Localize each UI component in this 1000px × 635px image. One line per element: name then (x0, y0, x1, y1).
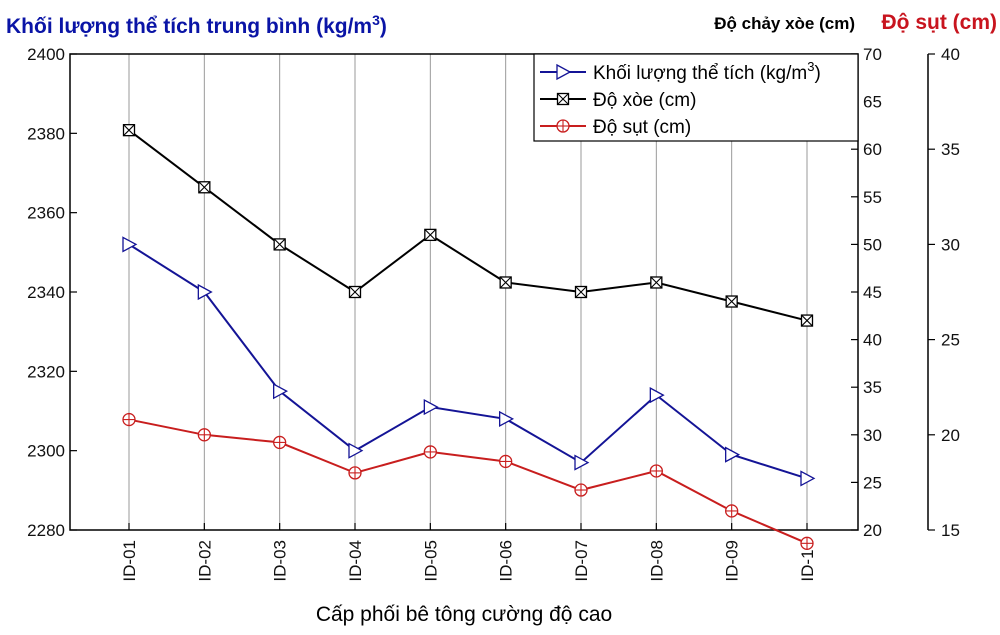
data-point-1 (800, 314, 814, 327)
right1-tick-label: 40 (863, 331, 882, 350)
data-point-2 (122, 412, 136, 427)
right2-axis: 15 20 25 30 35 40 (927, 45, 960, 540)
x-tick-label: ID-08 (647, 540, 666, 582)
legend-swatch-marker (556, 92, 570, 106)
data-point-2 (725, 504, 739, 518)
data-point-2 (197, 428, 211, 442)
x-tick-label: ID-07 (572, 540, 591, 582)
x-tick-label: ID-06 (497, 540, 516, 582)
right2-tick-label: 40 (941, 45, 960, 64)
series-line-0 (128, 243, 808, 480)
data-point-1 (574, 285, 588, 299)
data-point-2 (574, 483, 588, 497)
right1-tick-label: 50 (863, 235, 882, 254)
right1-tick-label: 20 (863, 521, 882, 540)
legend: Khối lượng thể tích (kg/m3) Độ xòe (cm) Độ… (533, 53, 859, 142)
data-point-2 (499, 454, 513, 469)
x-axis: ID-01 ID-02 ID-03 ID-04 ID-05 ID-06 ID-07 ID-08… (120, 523, 817, 582)
left-tick-label: 2360 (27, 204, 65, 223)
data-point-2 (423, 445, 437, 459)
data-point-1 (499, 276, 512, 289)
series-layer (122, 124, 816, 550)
x-tick-label: ID-02 (195, 540, 214, 582)
data-point-1 (273, 238, 286, 251)
data-point-2 (348, 466, 362, 480)
right1-axis: 20 25 30 35 40 45 50 55 60 65 70 (851, 45, 882, 540)
data-point-2 (800, 536, 814, 550)
data-point-2 (649, 464, 663, 478)
left-tick-label: 2400 (27, 45, 65, 64)
legend-box (533, 53, 859, 142)
legend-label: Độ xòe (cm) (593, 90, 696, 111)
legend-label: Khối lượng thể tích (kg/m3) (593, 59, 821, 84)
right2-axis-title: Độ sụt (cm) (882, 11, 998, 34)
x-tick-label: ID-09 (723, 540, 742, 582)
legend-item: Độ sụt (cm) (540, 117, 691, 138)
legend-swatch-marker (556, 63, 572, 81)
x-tick-label: ID-01 (120, 540, 139, 582)
series-line-2 (128, 418, 808, 545)
data-point-0 (423, 398, 439, 416)
left-tick-label: 2320 (27, 362, 65, 381)
x-tick-label: ID-04 (346, 540, 365, 582)
data-point-0 (122, 236, 138, 253)
right2-tick-label: 15 (941, 521, 960, 540)
right2-tick-label: 35 (941, 140, 960, 159)
data-point-0 (800, 470, 816, 487)
right2-tick-label: 30 (941, 235, 960, 254)
right1-tick-label: 30 (863, 426, 882, 445)
right1-tick-label: 35 (863, 378, 882, 397)
data-point-1 (424, 228, 437, 242)
data-point-1 (650, 276, 663, 289)
right2-tick-label: 25 (941, 331, 960, 350)
data-point-0 (574, 454, 590, 471)
legend-item: Độ xòe (cm) (540, 90, 696, 111)
right1-tick-label: 70 (863, 45, 882, 64)
left-tick-label: 2300 (27, 442, 65, 461)
legend-swatch-marker (556, 119, 570, 133)
x-tick-label: ID-10 (798, 540, 817, 582)
data-point-0 (649, 387, 665, 404)
left-tick-label: 2340 (27, 283, 65, 302)
x-tick-label: ID-03 (271, 540, 290, 582)
x-axis-title: Cấp phối bê tông cường độ cao (316, 603, 612, 626)
data-point-1 (198, 181, 211, 194)
left-axis: 2280 2300 2320 2340 2360 2380 2400 (27, 45, 77, 540)
right1-tick-label: 60 (863, 140, 882, 159)
data-point-2 (273, 435, 287, 450)
data-point-1 (122, 124, 136, 137)
right1-tick-label: 45 (863, 283, 882, 302)
left-tick-label: 2280 (27, 521, 65, 540)
data-point-0 (348, 442, 364, 459)
data-point-0 (499, 410, 515, 428)
legend-label: Độ sụt (cm) (593, 117, 691, 138)
data-point-1 (348, 285, 362, 299)
x-tick-label: ID-05 (421, 540, 440, 582)
right1-tick-label: 65 (863, 93, 882, 112)
series-line-1 (128, 129, 808, 322)
right1-tick-label: 55 (863, 188, 882, 207)
data-point-1 (725, 295, 738, 308)
right2-tick-label: 20 (941, 426, 960, 445)
data-point-0 (197, 283, 213, 301)
data-point-0 (725, 446, 741, 463)
left-tick-label: 2380 (27, 124, 65, 143)
right1-tick-label: 25 (863, 473, 882, 492)
data-point-0 (273, 383, 289, 400)
legend-item: Khối lượng thể tích (kg/m3) (540, 59, 821, 84)
left-axis-title: Khối lượng thể tích trung bình (kg/m3) (6, 12, 387, 38)
right1-axis-title: Độ chảy xòe (cm) (714, 14, 855, 33)
